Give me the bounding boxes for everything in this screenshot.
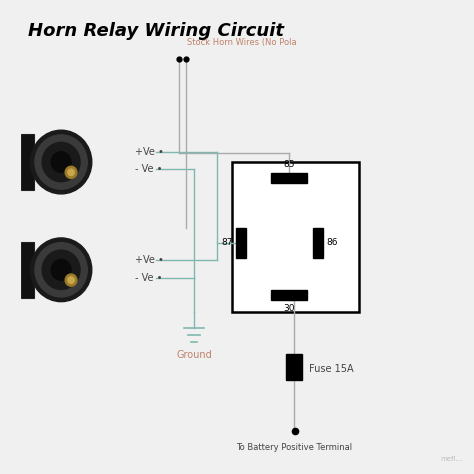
Circle shape bbox=[35, 135, 87, 189]
Text: +Ve •: +Ve • bbox=[136, 147, 164, 157]
Text: 87: 87 bbox=[221, 238, 232, 247]
Text: Stock Horn Wires (No Pola: Stock Horn Wires (No Pola bbox=[187, 38, 297, 47]
Circle shape bbox=[65, 274, 77, 286]
Circle shape bbox=[30, 238, 92, 301]
Text: 85: 85 bbox=[283, 160, 294, 169]
Circle shape bbox=[68, 277, 74, 283]
Text: Ground: Ground bbox=[176, 350, 212, 360]
Text: Horn Relay Wiring Circuit: Horn Relay Wiring Circuit bbox=[28, 22, 284, 40]
Circle shape bbox=[51, 152, 71, 173]
Text: - Ve •: - Ve • bbox=[136, 273, 163, 283]
Circle shape bbox=[65, 166, 77, 178]
Bar bbox=[20, 134, 34, 190]
Text: 86: 86 bbox=[326, 238, 337, 247]
Circle shape bbox=[51, 259, 71, 280]
Circle shape bbox=[42, 250, 80, 290]
Text: - Ve •: - Ve • bbox=[136, 164, 163, 174]
Text: Fuse 15A: Fuse 15A bbox=[309, 364, 354, 374]
Circle shape bbox=[42, 142, 80, 182]
Bar bbox=[232, 162, 358, 312]
Text: mefi...: mefi... bbox=[440, 456, 462, 462]
Text: 30: 30 bbox=[283, 304, 294, 313]
Bar bbox=[236, 228, 246, 258]
Bar bbox=[271, 173, 307, 183]
Text: To Battery Positive Terminal: To Battery Positive Terminal bbox=[237, 443, 353, 452]
Text: +Ve •: +Ve • bbox=[136, 255, 164, 265]
Circle shape bbox=[35, 243, 87, 297]
Bar bbox=[20, 242, 34, 298]
Circle shape bbox=[68, 169, 74, 176]
Bar bbox=[312, 228, 322, 258]
Bar bbox=[286, 354, 302, 380]
Bar bbox=[271, 290, 307, 300]
Circle shape bbox=[30, 130, 92, 194]
